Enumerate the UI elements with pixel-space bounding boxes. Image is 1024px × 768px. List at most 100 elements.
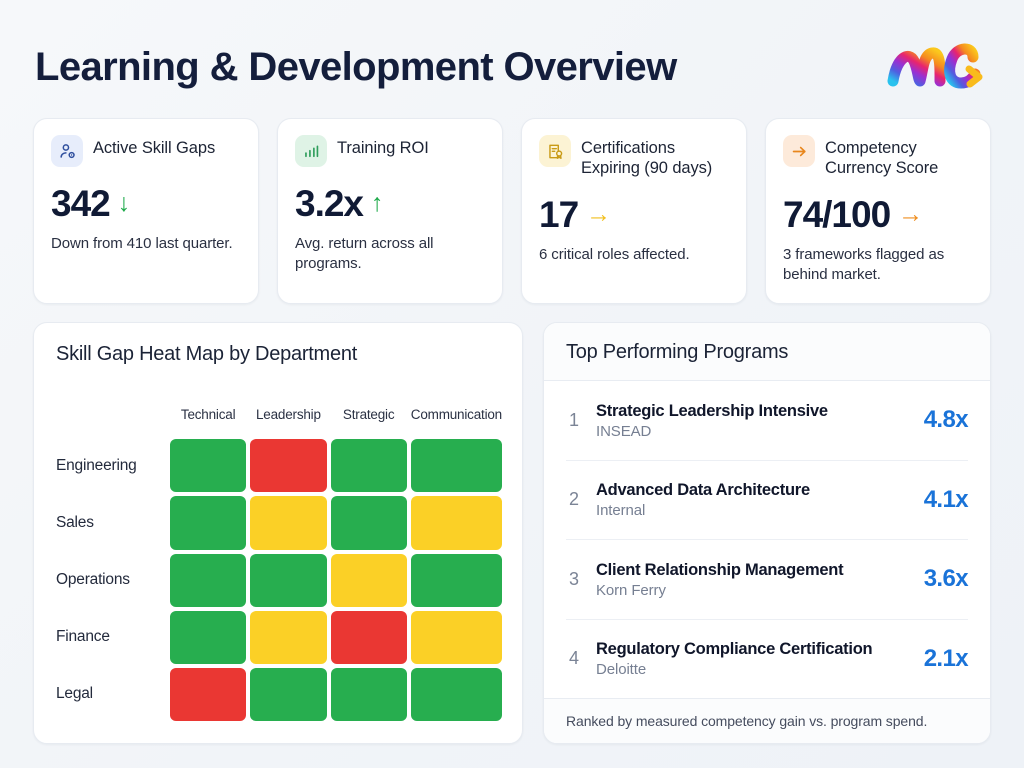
heatmap-cell[interactable] [330, 553, 407, 607]
heatmap-cell[interactable] [170, 439, 247, 493]
program-row[interactable]: 3 Client Relationship Management Korn Ferr… [566, 540, 969, 620]
kpi-header: Certifications Expiring (90 days) [539, 134, 729, 178]
program-rank: 3 [568, 568, 579, 589]
heatmap-cell[interactable] [170, 553, 247, 607]
program-text: Regulatory Compliance Certification Deloi… [596, 639, 910, 678]
arrow-up-icon: ↑ [371, 189, 384, 217]
kpi-value-row: 74/100 → [783, 196, 973, 233]
program-text: Advanced Data Architecture Internal [596, 480, 910, 519]
program-multiplier: 4.8x [923, 406, 969, 434]
heatmap-cell[interactable] [330, 439, 407, 493]
kpi-label: Training ROI [337, 139, 429, 157]
heatmap-grid: Technical Leadership Strategic Communicatio… [56, 382, 502, 721]
kpi-value: 3.2x [295, 183, 364, 224]
program-rank: 4 [568, 648, 579, 669]
heatmap-column-header: Communication [410, 407, 502, 423]
heatmap-cell[interactable] [410, 496, 502, 550]
heatmap-row-header: Operations [56, 571, 130, 589]
kpi-value: 342 [51, 183, 111, 224]
kpi-label: Certifications Expiring (90 days) [581, 139, 713, 178]
kpi-header: Training ROI [295, 134, 485, 167]
program-rank: 1 [568, 409, 579, 430]
top-programs-header: Top Performing Programs [544, 323, 990, 381]
top-programs-panel: Top Performing Programs 1 Strategic Leade… [543, 322, 991, 744]
program-rank: 2 [568, 489, 579, 510]
page-title: Learning & Development Overview [35, 45, 677, 89]
heatmap-row-header: Legal [56, 685, 93, 703]
kpi-subtext: Avg. return across all programs. [295, 235, 434, 273]
heatmap-cell[interactable] [410, 439, 502, 493]
kpi-card-training-roi[interactable]: Training ROI 3.2x ↑ Avg. return across a… [277, 118, 503, 304]
program-name: Client Relationship Management [596, 560, 844, 579]
heatmap-cell[interactable] [170, 610, 247, 664]
program-text: Strategic Leadership Intensive INSEAD [596, 401, 910, 440]
heatmap-cell[interactable] [250, 439, 327, 493]
program-provider: Korn Ferry [596, 581, 666, 599]
program-multiplier: 3.6x [923, 565, 969, 593]
heatmap-cell[interactable] [250, 667, 327, 721]
heatmap-cell[interactable] [330, 496, 407, 550]
kpi-subtext: Down from 410 last quarter. [51, 235, 233, 252]
heatmap-column-header: Technical [180, 407, 236, 423]
kpi-subtext: 3 frameworks flagged as behind market. [783, 246, 945, 284]
kpi-value-row: 3.2x ↑ [295, 185, 485, 222]
program-row[interactable]: 4 Regulatory Compliance Certification Delo… [566, 620, 969, 699]
program-name: Strategic Leadership Intensive [596, 401, 828, 420]
kpi-card-competency-currency-score[interactable]: Competency Currency Score 74/100 → 3 fra… [765, 118, 991, 304]
user-skill-icon [51, 135, 83, 167]
heatmap-cell[interactable] [170, 667, 247, 721]
heatmap-row-header: Engineering [56, 456, 137, 474]
kpi-value-row: 342 ↓ [51, 185, 241, 222]
top-programs-list: 1 Strategic Leadership Intensive INSEAD 4.8… [544, 381, 990, 698]
program-row[interactable]: 2 Advanced Data Architecture Internal 4.1x [566, 461, 969, 540]
heatmap-cell[interactable] [170, 496, 247, 550]
program-text: Client Relationship Management Korn Ferry [596, 560, 910, 599]
kpi-card-active-skill-gaps[interactable]: Active Skill Gaps 342 ↓ Down from 410 la… [33, 118, 259, 304]
me-brand-logo [883, 36, 987, 98]
top-programs-footnote: Ranked by measured competency gain vs. p… [544, 698, 990, 743]
kpi-value-row: 17 → [539, 196, 729, 233]
program-name: Advanced Data Architecture [596, 481, 810, 500]
heatmap-panel: Skill Gap Heat Map by Department Technic… [33, 322, 523, 744]
heatmap-body: Technical Leadership Strategic Communicatio… [34, 366, 522, 743]
kpi-header: Competency Currency Score [783, 134, 973, 178]
heatmap-cell[interactable] [330, 667, 407, 721]
program-row[interactable]: 1 Strategic Leadership Intensive INSEAD 4.8… [566, 381, 969, 461]
heatmap-cell[interactable] [250, 610, 327, 664]
heatmap-row-header: Finance [56, 628, 110, 646]
heatmap-title: Skill Gap Heat Map by Department [56, 343, 358, 365]
heatmap-cell[interactable] [330, 610, 407, 664]
kpi-label: Competency Currency Score [825, 139, 939, 178]
heatmap-column-header: Leadership [255, 407, 321, 423]
top-programs-title: Top Performing Programs [566, 341, 789, 363]
kpi-subtext: 6 critical roles affected. [539, 246, 690, 264]
arrow-right-icon: → [586, 200, 612, 229]
kpi-value: 74/100 [783, 194, 891, 236]
program-provider: INSEAD [596, 422, 652, 440]
heatmap-cell[interactable] [250, 553, 327, 607]
bar-chart-icon [295, 135, 327, 167]
program-multiplier: 4.1x [923, 485, 969, 513]
arrow-down-icon: ↓ [117, 189, 131, 217]
heatmap-column-header: Strategic [342, 407, 395, 423]
program-provider: Internal [596, 502, 646, 520]
kpi-label: Active Skill Gaps [93, 139, 216, 157]
heatmap-corner [56, 382, 166, 410]
heatmap-cell[interactable] [410, 553, 502, 607]
kpi-value: 17 [539, 194, 579, 236]
program-multiplier: 2.1x [923, 644, 969, 672]
arrow-right-icon: → [898, 200, 924, 229]
heatmap-cell[interactable] [410, 667, 502, 721]
kpi-card-row: Active Skill Gaps 342 ↓ Down from 410 la… [33, 118, 991, 304]
heatmap-cell[interactable] [250, 496, 327, 550]
certificate-icon [539, 135, 571, 167]
lower-section: Skill Gap Heat Map by Department Technic… [33, 322, 991, 744]
kpi-card-certifications-expiring[interactable]: Certifications Expiring (90 days) 17 → 6… [521, 118, 747, 304]
program-name: Regulatory Compliance Certification [596, 640, 873, 659]
page-header: Learning & Development Overview [33, 30, 991, 104]
heatmap-row-header: Sales [56, 513, 94, 531]
program-provider: Deloitte [596, 661, 647, 679]
heatmap-cell[interactable] [410, 610, 502, 664]
kpi-header: Active Skill Gaps [51, 134, 241, 167]
